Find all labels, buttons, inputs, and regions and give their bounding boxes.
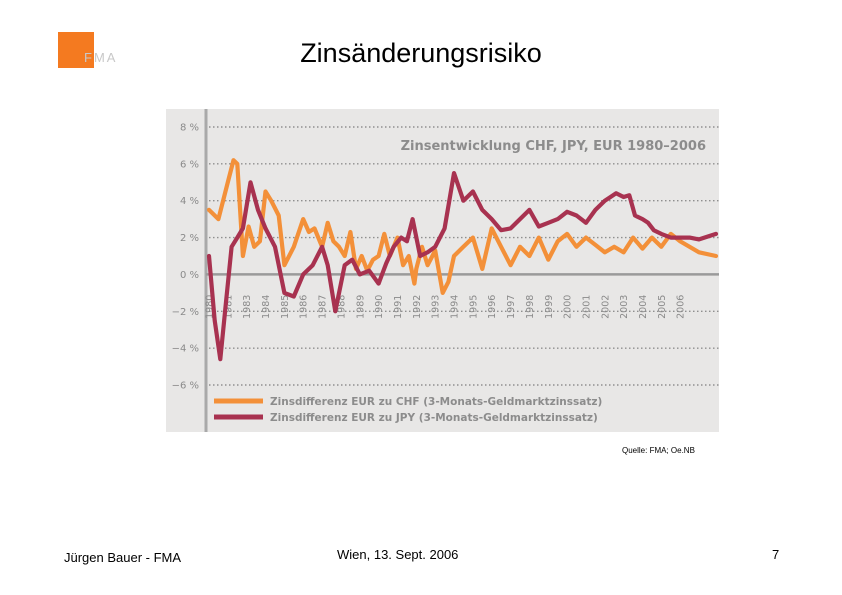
page-number: 7 bbox=[772, 547, 780, 562]
x-tick-label: 2006 bbox=[676, 295, 687, 319]
x-tick-label: 2002 bbox=[600, 295, 611, 319]
x-tick-label: 2000 bbox=[563, 295, 574, 319]
x-tick-label: 1996 bbox=[487, 295, 498, 319]
x-tick-label: 1992 bbox=[412, 295, 423, 319]
y-tick-label: 8 % bbox=[180, 123, 199, 134]
x-tick-label: 1993 bbox=[431, 295, 442, 319]
slide-title: Zinsänderungsrisiko bbox=[300, 38, 542, 68]
x-tick-label: 2004 bbox=[638, 295, 649, 319]
y-tick-label: −6 % bbox=[172, 381, 199, 392]
x-tick-label: 1988 bbox=[336, 295, 347, 319]
y-tick-label: 4 % bbox=[180, 196, 199, 207]
x-tick-label: 1981 bbox=[223, 295, 234, 319]
y-tick-label: 6 % bbox=[180, 159, 199, 170]
x-tick-label: 2001 bbox=[581, 295, 592, 319]
fma-logo bbox=[58, 32, 94, 68]
x-tick-label: 1990 bbox=[374, 295, 385, 319]
x-tick-label: 1994 bbox=[450, 295, 461, 319]
chart-svg: 8 % 6 % 4 % 2 % 0 % −2 % −4 % −6 % 1980 1981 1983 1… bbox=[172, 109, 719, 432]
x-tick-label: 1991 bbox=[393, 295, 404, 319]
x-tick-label: 1986 bbox=[299, 295, 310, 319]
x-tick-label: 1985 bbox=[280, 295, 291, 319]
legend-label: Zinsdifferenz EUR zu CHF (3-Monats-Geldm… bbox=[270, 396, 602, 408]
x-tick-label: 1987 bbox=[318, 295, 329, 319]
series-line-chf bbox=[206, 158, 719, 295]
x-tick-label: 1984 bbox=[261, 295, 272, 319]
x-tick-label: 1997 bbox=[506, 295, 517, 319]
x-tick-label: 2005 bbox=[657, 295, 668, 319]
x-tick-label: 1980 bbox=[205, 295, 216, 319]
chart-title: Zinsentwicklung CHF, JPY, EUR 1980–2006 bbox=[401, 139, 706, 154]
x-tick-label: 1999 bbox=[544, 295, 555, 319]
x-tick-label: 1998 bbox=[525, 295, 536, 319]
x-tick-label: 1983 bbox=[242, 295, 253, 319]
y-tick-label: 2 % bbox=[180, 233, 199, 244]
y-tick-label: 0 % bbox=[180, 270, 199, 281]
x-tick-label: 2003 bbox=[619, 295, 630, 319]
x-tick-label: 1989 bbox=[355, 295, 366, 319]
y-tick-label: −2 % bbox=[172, 307, 199, 318]
interest-rate-chart: 8 % 6 % 4 % 2 % 0 % −2 % −4 % −6 % 1980 1981 1983 1… bbox=[166, 109, 719, 432]
footer-author: Jürgen Bauer - FMA bbox=[64, 550, 182, 565]
legend-label: Zinsdifferenz EUR zu JPY (3-Monats-Geldm… bbox=[270, 412, 598, 424]
footer-date: Wien, 13. Sept. 2006 bbox=[337, 547, 459, 562]
y-tick-label: −4 % bbox=[172, 344, 199, 355]
series-line-jpy bbox=[206, 170, 719, 362]
x-tick-label: 1995 bbox=[468, 295, 479, 319]
fma-logo-text: FMA bbox=[84, 50, 118, 65]
source-note: Quelle: FMA; Oe.NB bbox=[622, 446, 695, 455]
